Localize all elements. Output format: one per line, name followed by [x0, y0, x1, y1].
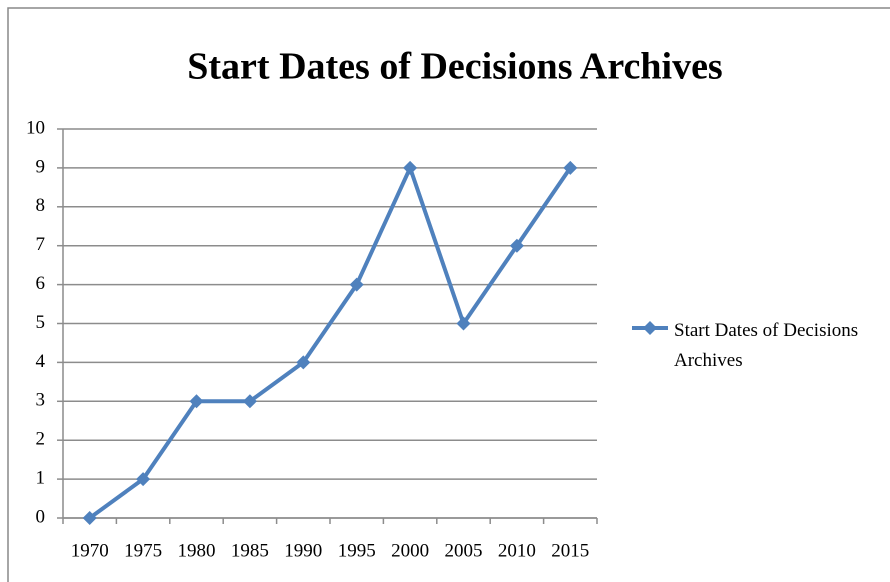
- data-point: [189, 394, 204, 409]
- y-tick-label: 1: [36, 467, 46, 488]
- y-tick-label: 3: [36, 390, 46, 411]
- y-tick-label: 10: [26, 117, 45, 138]
- data-point: [509, 238, 524, 253]
- x-tick-label: 2015: [551, 540, 589, 561]
- x-tick-label: 2000: [391, 540, 429, 561]
- x-tick-label: 1970: [71, 540, 109, 561]
- y-tick-label: 9: [36, 156, 46, 177]
- data-point: [136, 472, 151, 487]
- y-tick-label: 5: [36, 312, 46, 333]
- y-tick-label: 0: [36, 506, 46, 527]
- y-tick-label: 7: [36, 234, 46, 255]
- x-tick-label: 1975: [124, 540, 162, 561]
- chart-border: [7, 7, 890, 582]
- data-point: [403, 160, 418, 175]
- legend-marker: [643, 321, 657, 335]
- data-point: [242, 394, 257, 409]
- y-tick-label: 4: [36, 351, 46, 372]
- y-tick-label: 6: [36, 273, 46, 294]
- x-tick-label: 2010: [498, 540, 536, 561]
- x-tick-label: 1990: [284, 540, 322, 561]
- y-tick-label: 8: [36, 195, 46, 216]
- x-tick-label: 1980: [178, 540, 216, 561]
- legend-label: Start Dates of Decisions Archives: [674, 320, 859, 371]
- data-point: [563, 160, 578, 175]
- data-point: [82, 511, 97, 525]
- data-point: [296, 355, 311, 370]
- data-point: [349, 277, 364, 292]
- x-tick-label: 1985: [231, 540, 269, 561]
- y-tick-label: 2: [36, 429, 46, 450]
- series-line: [88, 165, 572, 520]
- chart-title: Start Dates of Decisions Archives: [187, 46, 722, 88]
- x-tick-label: 2005: [445, 540, 483, 561]
- data-point: [456, 316, 471, 331]
- x-tick-label: 1995: [338, 540, 376, 561]
